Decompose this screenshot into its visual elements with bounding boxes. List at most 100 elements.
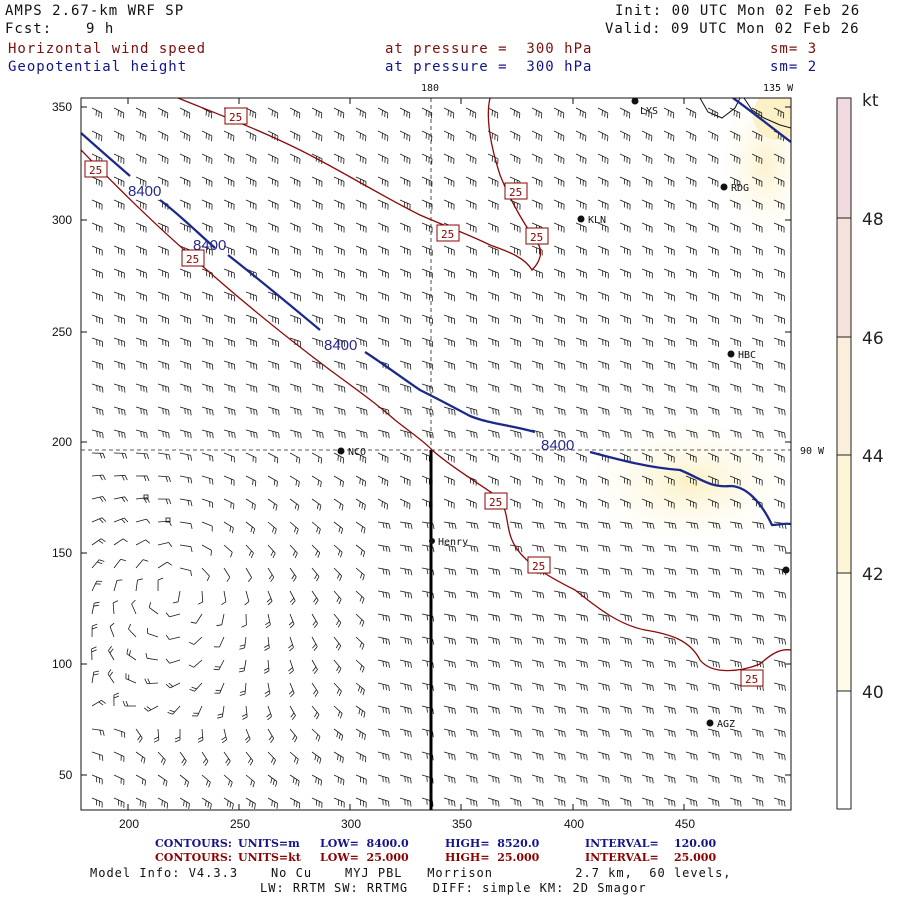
y-tick-150: 150 [52, 546, 72, 560]
y-tick-100: 100 [52, 657, 72, 671]
svg-text:Henry: Henry [438, 537, 468, 548]
station-lys: LYS [631, 97, 658, 117]
init-time: Init: 00 UTC Mon 02 Feb 26 [615, 3, 861, 19]
svg-text:25: 25 [489, 496, 502, 509]
forecast-label: Fcst: [5, 21, 53, 37]
model-info-physics: LW: RRTM SW: RRTMG DIFF: simple KM: 2D S… [260, 881, 647, 895]
x-axis-labels: 200 250 300 350 400 450 [119, 817, 695, 831]
x-tick-250: 250 [230, 817, 250, 831]
x-tick-200: 200 [119, 817, 139, 831]
speed-label-box-6: 25 [525, 227, 549, 245]
axis-ticks [81, 98, 791, 810]
speed-label-box-4: 25 [436, 224, 460, 242]
parallel-label-90w: 90 W [800, 446, 825, 457]
forecast-hour: 9 h [86, 21, 115, 37]
footer-row1-label: CONTOURS: [155, 837, 232, 850]
footer-row1-interval: INTERVAL= 120.00 [585, 837, 717, 850]
svg-text:25: 25 [229, 111, 242, 124]
speed-label-box-2: 25 [181, 249, 205, 267]
colorbar-unit: kt [862, 91, 879, 111]
speed-label-box-1: 25 [84, 160, 108, 178]
model-title: AMPS 2.67-km WRF SP [5, 3, 185, 19]
model-info: Model Info: V4.3.3 No Cu MYJ PBL Morriso… [90, 866, 732, 880]
footer-row2-interval: INTERVAL= 25.000 [585, 851, 717, 864]
footer-row2-units: UNITS=kt [238, 851, 301, 864]
field2-level: at pressure = 300 hPa [385, 59, 593, 75]
y-tick-200: 200 [52, 435, 72, 449]
svg-text:NCO: NCO [348, 447, 366, 458]
colorbar-label-42: 42 [862, 565, 884, 585]
svg-text:25: 25 [532, 560, 545, 573]
station-marker-square-2 [165, 517, 171, 523]
footer-row1-high: HIGH= 8520.0 [445, 837, 540, 850]
height-contours [81, 98, 791, 527]
speed-label-box-3: 25 [224, 107, 248, 125]
svg-text:HBC: HBC [738, 350, 756, 361]
footer-row2-high: HIGH= 25.000 [445, 851, 540, 864]
colorbar-band-46-48 [837, 218, 851, 337]
meridian-label-180: 180 [421, 83, 439, 94]
colorbar-frame [836, 97, 852, 810]
footer-row1-low: LOW= 8400.0 [320, 837, 409, 850]
coastline [699, 98, 791, 129]
svg-text:25: 25 [530, 231, 543, 244]
svg-text:LYS: LYS [640, 106, 658, 117]
station-hbc: HBC [727, 350, 756, 361]
station-marker-square-1 [143, 494, 149, 500]
speed-label-box-8: 25 [527, 556, 551, 574]
svg-text:AGZ: AGZ [717, 719, 735, 730]
svg-text:25: 25 [186, 253, 199, 266]
colorbar-label-44: 44 [862, 447, 884, 467]
y-tick-50: 50 [59, 768, 73, 782]
x-tick-400: 400 [564, 817, 584, 831]
speed-contour-labels: 25 25 25 25 25 25 25 25 25 [84, 107, 764, 687]
color-bar: kt 48 46 44 42 40 [836, 91, 884, 810]
svg-text:25: 25 [89, 164, 102, 177]
wind-speed-shading [585, 98, 791, 544]
station-rdg: RDG [720, 183, 749, 194]
colorbar-band-above-48 [837, 98, 851, 218]
station-henry: Henry [429, 537, 468, 548]
svg-text:25: 25 [745, 673, 758, 686]
height-label-1: 8400 [128, 183, 161, 200]
x-tick-350: 350 [452, 817, 472, 831]
stations: LYS RDG KLN HBC NCO Henry AGZ [143, 97, 790, 730]
colorbar-label-48: 48 [862, 210, 884, 230]
svg-text:KLN: KLN [588, 215, 606, 226]
colorbar-band-44-46 [837, 337, 851, 455]
footer-row1-units: UNITS=m [238, 837, 300, 850]
svg-text:RDG: RDG [731, 183, 749, 194]
footer-row2-low: LOW= 25.000 [320, 851, 409, 864]
speed-label-box-7: 25 [484, 492, 508, 510]
height-label-3: 8400 [324, 337, 357, 354]
speed-label-box-5: 25 [504, 182, 528, 200]
field2-smoothing: sm= 2 [770, 59, 818, 75]
colorbar-label-46: 46 [862, 329, 884, 349]
colorbar-label-40: 40 [862, 683, 884, 703]
svg-text:25: 25 [441, 228, 454, 241]
colorbar-band-below-40 [837, 691, 851, 809]
plot-frame [80, 97, 792, 811]
x-tick-300: 300 [341, 817, 361, 831]
station-edge [782, 566, 790, 574]
y-axis-labels: 350 300 250 200 150 100 50 [52, 100, 73, 782]
station-agz: AGZ [706, 719, 735, 730]
valid-time: Valid: 09 UTC Mon 02 Feb 26 [605, 21, 860, 37]
field1-level: at pressure = 300 hPa [385, 41, 593, 57]
y-tick-300: 300 [52, 213, 72, 227]
y-tick-350: 350 [52, 100, 72, 114]
station-nco: NCO [337, 447, 366, 458]
station-kln: KLN [577, 215, 606, 226]
speed-label-box-9: 25 [740, 669, 764, 687]
field1-smoothing: sm= 3 [770, 41, 818, 57]
x-tick-450: 450 [675, 817, 695, 831]
meridian-label-135w: 135 W [763, 83, 794, 94]
svg-text:25: 25 [509, 186, 522, 199]
y-tick-250: 250 [52, 325, 72, 339]
footer-row2-label: CONTOURS: [155, 851, 232, 864]
colorbar-band-40-42 [837, 573, 851, 691]
wind-barbs [91, 107, 787, 810]
field1-name: Horizontal wind speed [8, 41, 207, 57]
height-label-4: 8400 [541, 437, 574, 454]
